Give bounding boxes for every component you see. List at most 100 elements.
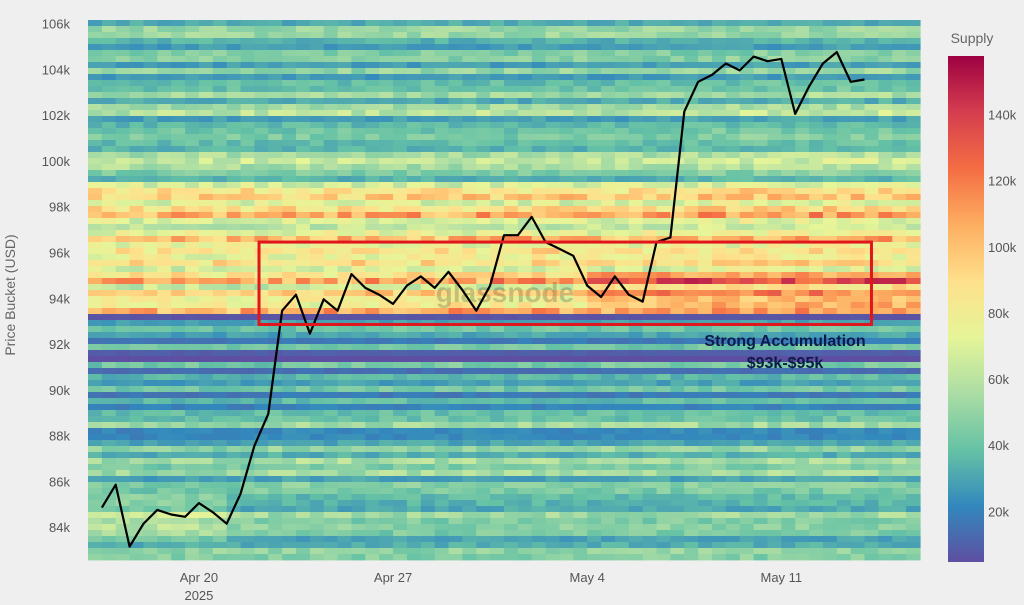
- heatmap-cell: [545, 284, 561, 291]
- heatmap-cell: [171, 464, 186, 471]
- heatmap-cell: [614, 290, 630, 297]
- heatmap-cell: [573, 104, 588, 111]
- heatmap-cell: [226, 266, 242, 273]
- heatmap-cell: [490, 368, 505, 375]
- heatmap-cell: [296, 116, 311, 123]
- heatmap-cell: [809, 440, 824, 447]
- heatmap-cell: [212, 98, 228, 105]
- heatmap-cell: [309, 182, 325, 189]
- heatmap-cell: [309, 128, 325, 135]
- heatmap-cell: [198, 224, 214, 231]
- heatmap-cell: [601, 386, 616, 393]
- heatmap-cell: [795, 332, 810, 339]
- heatmap-cell: [268, 200, 283, 207]
- heatmap-cell: [198, 20, 214, 27]
- heatmap-cell: [171, 422, 186, 429]
- heatmap-cell: [323, 476, 339, 483]
- heatmap-cell: [323, 194, 339, 201]
- heatmap-cell: [282, 134, 297, 141]
- heatmap-cell: [725, 326, 741, 333]
- heatmap-cell: [628, 236, 644, 243]
- heatmap-cell: [712, 314, 727, 321]
- heatmap-cell: [88, 308, 103, 315]
- heatmap-cell: [254, 122, 269, 129]
- heatmap-cell: [115, 32, 131, 39]
- heatmap-cell: [850, 110, 866, 117]
- heatmap-cell: [212, 92, 228, 99]
- heatmap-cell: [573, 206, 588, 213]
- heatmap-cell: [642, 146, 658, 153]
- heatmap-cell: [379, 254, 394, 261]
- heatmap-cell: [420, 446, 436, 453]
- heatmap-cell: [836, 86, 852, 93]
- heatmap-cell: [684, 422, 699, 429]
- heatmap-cell: [795, 200, 810, 207]
- heatmap-cell: [268, 326, 283, 333]
- heatmap-cell: [795, 524, 810, 531]
- heatmap-cell: [406, 350, 422, 357]
- heatmap-cell: [157, 116, 172, 123]
- heatmap-cell: [240, 446, 255, 453]
- heatmap-cell: [587, 44, 602, 51]
- heatmap-cell: [712, 104, 727, 111]
- heatmap-cell: [393, 422, 408, 429]
- heatmap-cell: [462, 134, 477, 141]
- heatmap-cell: [712, 230, 727, 237]
- heatmap-cell: [171, 134, 186, 141]
- heatmap-cell: [198, 122, 214, 129]
- heatmap-cell: [157, 206, 172, 213]
- heatmap-cell: [836, 194, 852, 201]
- heatmap-cell: [642, 386, 658, 393]
- heatmap-cell: [725, 524, 741, 531]
- heatmap-cell: [434, 500, 450, 507]
- heatmap-cell: [739, 476, 755, 483]
- heatmap-cell: [559, 74, 574, 81]
- heatmap-cell: [601, 308, 616, 315]
- heatmap-cell: [836, 308, 852, 315]
- heatmap-cell: [323, 266, 339, 273]
- heatmap-cell: [628, 530, 644, 537]
- heatmap-cell: [559, 98, 574, 105]
- heatmap-cell: [462, 518, 477, 525]
- heatmap-cell: [171, 404, 186, 411]
- heatmap-cell: [406, 224, 422, 231]
- heatmap-cell: [309, 392, 325, 399]
- heatmap-cell: [545, 212, 561, 219]
- heatmap-cell: [614, 26, 630, 33]
- heatmap-cell: [545, 128, 561, 135]
- heatmap-cell: [573, 518, 588, 525]
- heatmap-cell: [115, 182, 131, 189]
- heatmap-cell: [212, 356, 228, 363]
- heatmap-cell: [296, 266, 311, 273]
- heatmap-cell: [101, 68, 117, 75]
- heatmap-cell: [462, 32, 477, 39]
- heatmap-cell: [448, 68, 463, 75]
- heatmap-cell: [406, 524, 422, 531]
- heatmap-cell: [698, 146, 713, 153]
- heatmap-cell: [462, 80, 477, 87]
- heatmap-cell: [268, 242, 283, 249]
- heatmap-cell: [753, 152, 769, 159]
- heatmap-cell: [698, 152, 713, 159]
- heatmap-cell: [157, 134, 172, 141]
- heatmap-cell: [573, 416, 588, 423]
- heatmap-cell: [351, 446, 366, 453]
- heatmap-cell: [143, 248, 158, 255]
- heatmap-cell: [490, 152, 505, 159]
- heatmap-cell: [212, 380, 228, 387]
- heatmap-cell: [531, 536, 547, 543]
- heatmap-cell: [240, 296, 255, 303]
- heatmap-cell: [836, 242, 852, 249]
- heatmap-cell: [739, 122, 755, 129]
- heatmap-cell: [587, 458, 602, 465]
- heatmap-cell: [587, 296, 602, 303]
- heatmap-cell: [517, 380, 533, 387]
- heatmap-cell: [545, 326, 561, 333]
- heatmap-cell: [531, 410, 547, 417]
- heatmap-cell: [240, 122, 255, 129]
- heatmap-cell: [393, 398, 408, 405]
- heatmap-cell: [448, 230, 463, 237]
- heatmap-cell: [420, 248, 436, 255]
- heatmap-cell: [365, 488, 380, 495]
- heatmap-cell: [628, 122, 644, 129]
